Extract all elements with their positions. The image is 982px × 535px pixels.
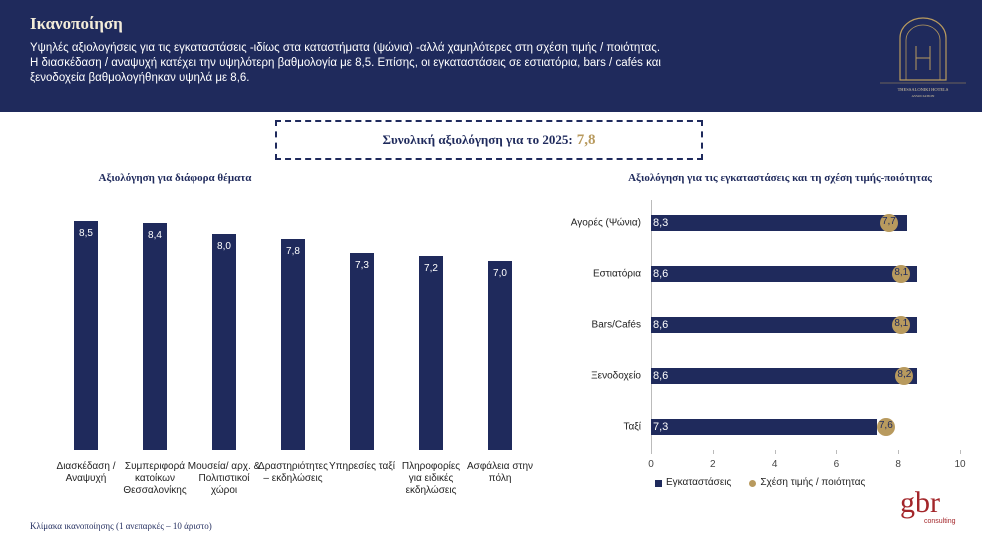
brand-tagline: consulting — [924, 518, 956, 525]
bar — [651, 419, 877, 435]
bar — [281, 239, 305, 450]
subtitle-line: Η διασκέδαση / αναψυχή κατέχει την υψηλό… — [30, 57, 661, 69]
brand: gbr — [900, 486, 940, 519]
category-label: Μουσεία/ αρχ. & Πολιτιστικοί χώροι — [187, 461, 261, 496]
value-label: 8,6 — [653, 319, 669, 331]
summary-box: Συνολική αξιολόγηση για το 2025: 7,8 — [275, 120, 703, 160]
x-tick — [712, 450, 714, 454]
category-label: Υπηρεσίες ταξί — [328, 461, 395, 472]
legend-swatch — [655, 480, 662, 487]
bar — [488, 261, 512, 450]
x-tick — [651, 450, 652, 454]
x-tick-label: 8 — [895, 459, 901, 470]
dot-label: 7,7 — [881, 216, 896, 227]
dot — [879, 214, 898, 232]
x-tick-label: 10 — [954, 459, 966, 470]
dot — [892, 265, 911, 283]
bar — [651, 317, 917, 333]
value-label: 8,3 — [653, 217, 669, 229]
summary-value: 7,8 — [576, 131, 596, 148]
category-label: Ξενοδοχείο — [591, 370, 641, 382]
x-tick-label: 6 — [833, 459, 840, 470]
value-label: 8,5 — [79, 227, 93, 239]
dot-label: 8,1 — [894, 318, 909, 329]
chart-title: Αξιολόγηση για τις εγκαταστάσεις και τη … — [628, 172, 932, 184]
x-tick-label: 0 — [648, 459, 654, 470]
value-label: 8,4 — [148, 230, 162, 242]
bar — [651, 266, 917, 282]
category-label: Αγορές (Ψώνια) — [570, 217, 641, 229]
x-tick-label: 4 — [771, 459, 778, 470]
bar — [350, 252, 374, 450]
x-tick-label: 2 — [710, 459, 716, 470]
chart-title: Αξιολόγηση για διάφορα θέματα — [98, 172, 252, 184]
legend-swatch — [749, 480, 757, 487]
category-label: Δραστηριότητες – εκδηλώσεις — [258, 461, 328, 484]
x-tick — [960, 450, 961, 454]
x-tick — [774, 450, 776, 454]
category-label: Ταξί — [623, 421, 642, 433]
value-label: 7,8 — [286, 246, 300, 258]
value-label: 7,0 — [493, 268, 507, 279]
x-tick — [898, 450, 900, 454]
category-label: Εστιατόρια — [593, 268, 641, 280]
bar — [212, 234, 236, 450]
bar — [651, 368, 917, 384]
bar — [143, 223, 167, 450]
category-label: Συμπεριφορά κατοίκων Θεσσαλονίκης — [123, 461, 187, 496]
value-label: 7,3 — [355, 259, 369, 271]
logo-text: THESSALONIKI HOTELS — [898, 87, 949, 92]
dot — [892, 316, 911, 334]
bar — [651, 215, 908, 231]
value-label: 7,2 — [424, 262, 438, 274]
category-label: Ασφάλεια στην πόλη — [466, 461, 534, 484]
value-label: 7,3 — [653, 421, 669, 433]
header — [0, 0, 982, 112]
legend-label: Σχέση τιμής / ποιότητας — [760, 477, 866, 488]
category-label: Πληροφορίες για ειδικές εκδηλώσεις — [401, 461, 461, 496]
bar — [74, 220, 98, 450]
dot-label: 7,6 — [878, 420, 893, 431]
dot — [876, 418, 895, 436]
value-label: 8,6 — [653, 268, 669, 280]
logo-text: ASSOCIATION — [912, 94, 935, 98]
bar — [419, 255, 443, 450]
footnote: Κλίμακα ικανοποίησης (1 ανεπαρκές – 10 ά… — [30, 521, 212, 531]
summary-label: Συνολική αξιολόγηση για το 2025: — [382, 132, 573, 147]
legend-label: Εγκαταστάσεις — [666, 477, 732, 488]
dot-label: 8,1 — [894, 267, 909, 278]
subtitle-line: Υψηλές αξιολογήσεις για τις εγκαταστάσει… — [30, 42, 661, 54]
title: Ικανοποίηση — [30, 14, 123, 33]
value-label: 8,0 — [217, 241, 231, 252]
category-label: Διασκέδαση / Αναψυχή — [56, 461, 116, 484]
dot-label: 8,2 — [897, 369, 912, 380]
subtitle-line: ξενοδοχεία βαθμολογήθηκαν υψηλά με 8,6. — [30, 72, 250, 84]
x-tick — [836, 450, 838, 454]
logo: THESSALONIKI HOTELS ASSOCIATION — [880, 17, 966, 98]
dot — [895, 367, 914, 385]
category-label: Bars/Cafés — [591, 319, 641, 331]
value-label: 8,6 — [653, 370, 669, 382]
